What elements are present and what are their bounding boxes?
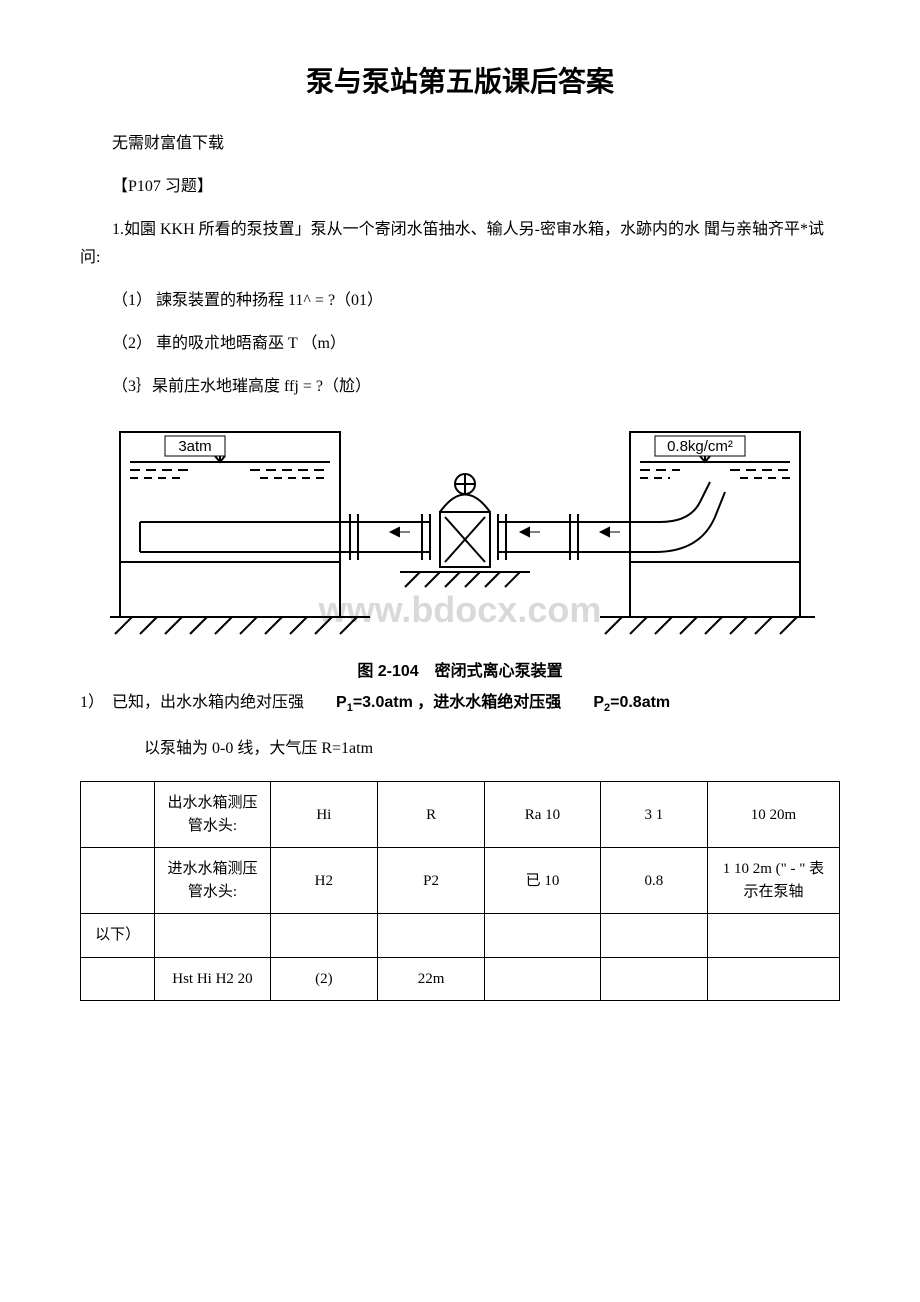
left-tank-label: 3atm: [178, 438, 211, 455]
line-q1: 1.如園 KKH 所看的泵技置」泵从一个寄闭水笛抽水、输人另-密审水箱，水跡内的…: [80, 216, 840, 274]
page-title: 泵与泵站第五版课后答案: [80, 60, 840, 100]
table-cell: 3 1: [600, 782, 707, 848]
table-cell: 进水水箱测压管水头:: [155, 848, 271, 914]
table-cell: 出水水箱测压管水头:: [155, 782, 271, 848]
figure-caption: 图 2-104 密闭式离心泵装置: [80, 657, 840, 681]
pump-diagram: www.bdocx.com: [100, 422, 820, 647]
table-cell: [600, 957, 707, 1001]
line-q1-1: （1） 諫泵装置的种扬程 11^ = ?（01）: [80, 287, 840, 316]
table-row: 以下）: [81, 914, 840, 958]
table-cell: [485, 914, 601, 958]
table-cell: [600, 914, 707, 958]
table-cell: [155, 914, 271, 958]
line-q1-2: （2） 車的吸朮地晤裔巫 T （m）: [80, 330, 840, 359]
table-cell: 10 20m: [707, 782, 839, 848]
table-row: 出水水箱测压管水头:HiRRa 103 110 20m: [81, 782, 840, 848]
watermark-text: www.bdocx.com: [318, 589, 602, 630]
table-cell: Ra 10: [485, 782, 601, 848]
answer-line-1: 1） 已知，出水水箱内绝对压强 P1=3.0atm ，进水水箱绝对压强 P2=0…: [80, 689, 840, 719]
table-cell: Hi: [270, 782, 377, 848]
table-cell: H2: [270, 848, 377, 914]
table-cell: [707, 914, 839, 958]
line-q1-3: （3｝杲前庄水地璀高度 ffj = ?（尬）: [80, 373, 840, 402]
table-row: Hst Hi H2 20(2)22m: [81, 957, 840, 1001]
table-cell: R: [377, 782, 484, 848]
table-cell: [270, 914, 377, 958]
table-cell: [81, 848, 155, 914]
right-tank-label: 0.8kg/cm²: [667, 438, 733, 455]
answer-line-2: 以泵轴为 0-0 线，大气压 R=1atm: [80, 735, 840, 764]
table-cell: 已 10: [485, 848, 601, 914]
table-cell: 以下）: [81, 914, 155, 958]
table-cell: P2: [377, 848, 484, 914]
table-row: 进水水箱测压管水头:H2P2已 100.81 10 2m (" - " 表示在泵…: [81, 848, 840, 914]
data-table: 出水水箱测压管水头:HiRRa 103 110 20m进水水箱测压管水头:H2P…: [80, 781, 840, 1001]
table-cell: 22m: [377, 957, 484, 1001]
table-cell: [377, 914, 484, 958]
table-cell: [81, 782, 155, 848]
line-p107: 【P107 习题】: [80, 173, 840, 202]
table-cell: 0.8: [600, 848, 707, 914]
table-cell: Hst Hi H2 20: [155, 957, 271, 1001]
table-cell: [485, 957, 601, 1001]
line-download: 无需财富值下载: [80, 130, 840, 159]
table-cell: [81, 957, 155, 1001]
table-cell: 1 10 2m (" - " 表示在泵轴: [707, 848, 839, 914]
table-cell: (2): [270, 957, 377, 1001]
table-cell: [707, 957, 839, 1001]
